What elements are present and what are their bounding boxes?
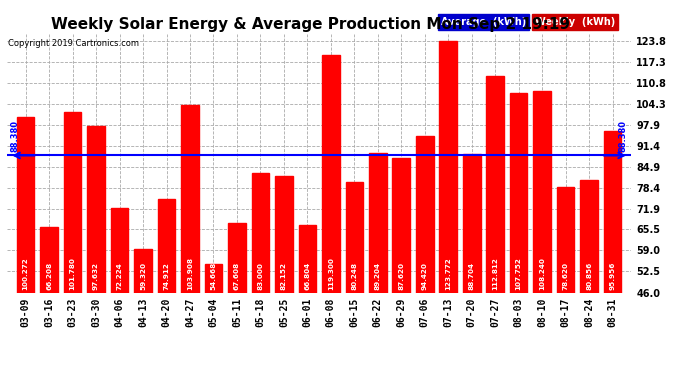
Text: 59.320: 59.320 xyxy=(140,262,146,290)
Text: 112.812: 112.812 xyxy=(492,257,498,290)
Bar xyxy=(463,154,480,292)
Bar xyxy=(181,105,199,292)
Text: 80.248: 80.248 xyxy=(351,262,357,290)
Bar xyxy=(88,126,105,292)
Bar xyxy=(580,180,598,292)
Text: 88.380: 88.380 xyxy=(10,120,19,152)
Text: 83.000: 83.000 xyxy=(257,262,264,290)
Bar xyxy=(299,225,316,292)
Text: 66.208: 66.208 xyxy=(46,262,52,290)
Text: 82.152: 82.152 xyxy=(281,262,287,290)
Text: 88.704: 88.704 xyxy=(469,262,475,290)
Text: Copyright 2019 Cartronics.com: Copyright 2019 Cartronics.com xyxy=(8,39,139,48)
Bar xyxy=(135,249,152,292)
Text: 88.380: 88.380 xyxy=(619,120,628,152)
Bar xyxy=(205,264,222,292)
Bar xyxy=(416,136,433,292)
Text: Weekly  (kWh): Weekly (kWh) xyxy=(535,17,615,27)
Text: 100.272: 100.272 xyxy=(23,257,29,290)
Bar xyxy=(252,173,269,292)
Bar xyxy=(275,176,293,292)
Text: 74.912: 74.912 xyxy=(164,262,170,290)
Text: 72.224: 72.224 xyxy=(117,262,123,290)
Text: 67.608: 67.608 xyxy=(234,262,240,290)
Text: Average  (kWh): Average (kWh) xyxy=(441,17,526,27)
Text: 108.240: 108.240 xyxy=(539,257,545,290)
Text: 119.300: 119.300 xyxy=(328,257,334,290)
Bar xyxy=(533,91,551,292)
Bar xyxy=(510,93,527,292)
Bar xyxy=(557,187,574,292)
Text: 97.632: 97.632 xyxy=(93,262,99,290)
Bar xyxy=(158,199,175,292)
Bar xyxy=(111,208,128,292)
Text: 123.772: 123.772 xyxy=(445,257,451,290)
Bar xyxy=(604,131,622,292)
Bar xyxy=(440,41,457,292)
Text: 103.908: 103.908 xyxy=(187,257,193,290)
Text: 66.804: 66.804 xyxy=(304,262,310,290)
Text: 87.620: 87.620 xyxy=(398,262,404,290)
Bar xyxy=(322,56,339,292)
Text: 54.668: 54.668 xyxy=(210,262,217,290)
Bar xyxy=(64,112,81,292)
Text: 101.780: 101.780 xyxy=(70,257,76,290)
Text: 78.620: 78.620 xyxy=(562,262,569,290)
Bar xyxy=(17,117,34,292)
Bar xyxy=(228,223,246,292)
Text: 107.752: 107.752 xyxy=(515,257,522,290)
Text: 95.956: 95.956 xyxy=(609,261,615,290)
Text: 80.856: 80.856 xyxy=(586,262,592,290)
Text: 89.204: 89.204 xyxy=(375,262,381,290)
Bar xyxy=(346,182,363,292)
Text: 94.420: 94.420 xyxy=(422,262,428,290)
Bar xyxy=(40,227,58,292)
Bar xyxy=(393,158,410,292)
Bar xyxy=(486,76,504,292)
Text: Weekly Solar Energy & Average Production Mon Sep 2 19:19: Weekly Solar Energy & Average Production… xyxy=(51,17,570,32)
Bar xyxy=(369,153,386,292)
